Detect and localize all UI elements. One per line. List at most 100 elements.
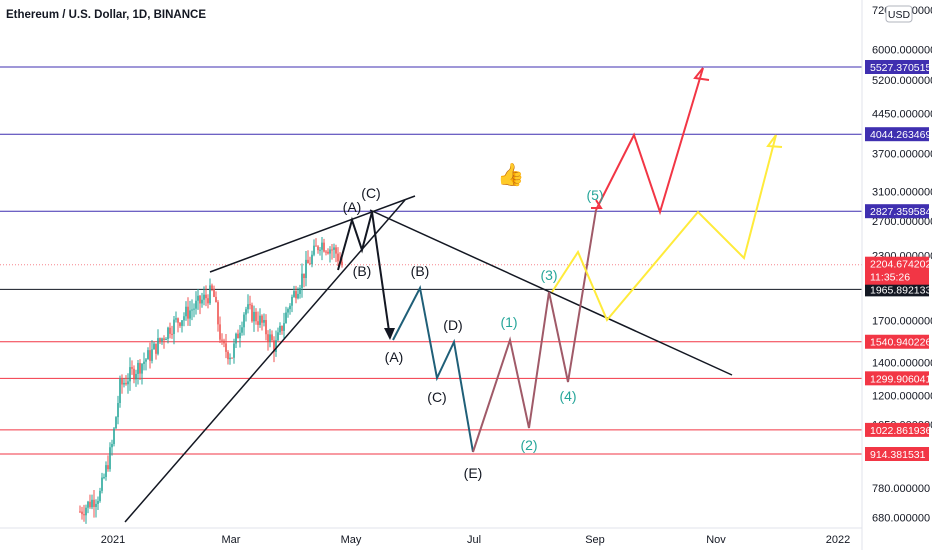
candle-body — [267, 334, 269, 342]
candle-body — [301, 273, 303, 289]
price-tag[interactable] — [865, 282, 929, 297]
price-tick-label: 780.000000 — [872, 483, 930, 495]
wave-label: (D) — [443, 317, 462, 333]
candle-body — [199, 295, 201, 304]
candle-body — [187, 306, 189, 319]
currency-badge[interactable] — [885, 5, 913, 23]
candle-body — [137, 362, 139, 374]
price-tag[interactable] — [865, 60, 929, 74]
price-tick-label: 1400.000000 — [872, 357, 932, 369]
price-tag[interactable] — [865, 447, 929, 461]
candle-body — [231, 357, 233, 359]
candle-body — [217, 302, 219, 325]
last-price-label: 2204.674202 — [870, 259, 931, 271]
price-tick-label: 1200.000000 — [872, 391, 932, 403]
candle-body — [313, 245, 315, 255]
candle-body — [131, 367, 133, 369]
candle-body — [129, 367, 131, 382]
candle-body — [289, 305, 291, 310]
candle-body — [127, 381, 129, 385]
candlesticks — [79, 237, 343, 524]
drawings — [124, 195, 733, 523]
candle-body — [211, 285, 213, 289]
candle-body — [97, 500, 99, 504]
trend-line[interactable] — [124, 199, 406, 523]
wave-label: (A) — [385, 349, 404, 365]
corrective-wave-path[interactable] — [392, 284, 474, 453]
arrow-head-icon — [591, 199, 603, 209]
candle-body — [179, 322, 181, 326]
candle-body — [177, 318, 179, 323]
candle-body — [93, 499, 95, 507]
candle-body — [171, 333, 173, 335]
wave-label: (5) — [586, 187, 603, 203]
candle-body — [95, 503, 97, 507]
time-tick-label: 2022 — [826, 534, 850, 546]
price-tag[interactable] — [865, 422, 929, 437]
candle-body — [159, 338, 161, 342]
candle-body — [337, 253, 339, 262]
candle-body — [153, 343, 155, 350]
bullish-projection-path[interactable] — [595, 67, 704, 216]
price-tag-label: 1022.861936 — [870, 425, 931, 437]
price-tag[interactable] — [865, 334, 929, 349]
time-axis[interactable]: 2021 Mar May Jul Sep Nov 2022 — [101, 534, 850, 546]
candle-body — [103, 476, 105, 478]
trend-line[interactable] — [209, 195, 416, 273]
symbol-title: Ethereum / U.S. Dollar, 1D, BINANCE — [6, 9, 206, 21]
candle-body — [291, 296, 293, 306]
candle-body — [125, 382, 127, 385]
price-tag[interactable] — [865, 371, 929, 386]
candle-body — [121, 379, 123, 385]
candle-body — [81, 511, 83, 515]
time-tick-label: 2021 — [101, 534, 125, 546]
candle-body — [297, 293, 299, 299]
alternate-projection-path[interactable] — [551, 134, 777, 322]
trend-line[interactable] — [369, 209, 733, 376]
candle-body — [139, 362, 141, 374]
candle-body — [197, 295, 199, 301]
candle-body — [287, 309, 289, 313]
candle-body — [175, 318, 177, 320]
candle-body — [105, 465, 107, 477]
candle-body — [85, 507, 87, 516]
candle-body — [333, 247, 335, 250]
candle-body — [257, 321, 259, 325]
candle-body — [183, 316, 185, 321]
candle-body — [113, 428, 115, 445]
price-tag-label: 2827.359584 — [870, 206, 931, 218]
candle-body — [249, 304, 251, 306]
candle-body — [307, 259, 309, 264]
candle-body — [235, 333, 237, 344]
price-tick-label: 3100.000000 — [872, 186, 932, 198]
price-tag[interactable] — [865, 127, 929, 142]
price-tag-label: 5527.370515 — [870, 62, 931, 74]
candle-body — [251, 304, 253, 322]
candle-body — [323, 242, 325, 252]
last-price-tag[interactable] — [865, 256, 929, 285]
candle-body — [285, 312, 287, 324]
price-tag-label: 1540.940226 — [870, 337, 931, 349]
bar-countdown: 11:35:26 — [870, 272, 910, 284]
candle-body — [149, 350, 151, 361]
wave-label: (2) — [520, 437, 537, 453]
candle-body — [147, 350, 149, 360]
candle-body — [173, 319, 175, 334]
candle-body — [319, 249, 321, 251]
candle-body — [145, 359, 147, 362]
wave-label: (3) — [540, 267, 557, 283]
arrow-head-icon — [693, 67, 710, 81]
wave-label: (1) — [500, 314, 517, 330]
price-tick-label: 680.000000 — [872, 513, 930, 525]
impulse-wave-path[interactable] — [472, 209, 597, 453]
candle-body — [221, 339, 223, 341]
candle-body — [119, 379, 121, 404]
candle-body — [141, 363, 143, 374]
price-tag[interactable] — [865, 204, 929, 219]
candle-body — [167, 327, 169, 339]
abc-path[interactable] — [337, 211, 391, 339]
candle-body — [265, 319, 267, 335]
price-tags: 5527.370515 4044.263469 2827.359584 1965.89… — [865, 60, 931, 461]
